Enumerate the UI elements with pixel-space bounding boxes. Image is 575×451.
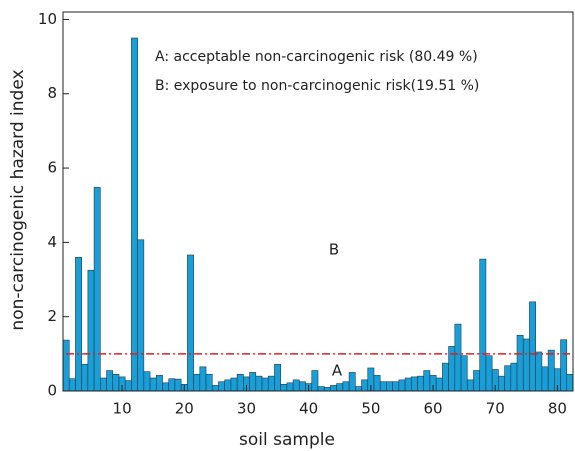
bar	[143, 371, 151, 392]
bar	[106, 370, 114, 392]
bar	[193, 373, 201, 392]
bar	[93, 187, 101, 392]
bar	[479, 258, 487, 392]
bar	[342, 381, 350, 392]
bar	[155, 375, 163, 392]
bar	[211, 385, 219, 392]
bar	[535, 351, 543, 392]
x-tick-label: 70	[486, 400, 505, 418]
bar	[112, 373, 120, 392]
bar	[435, 377, 443, 392]
bar	[460, 355, 468, 392]
bar	[199, 366, 207, 392]
bar	[230, 377, 238, 392]
bar	[124, 380, 132, 392]
x-tick-label: 10	[113, 400, 132, 418]
bar	[398, 379, 406, 392]
bar	[417, 375, 425, 392]
bar	[510, 362, 518, 392]
bar	[566, 373, 574, 392]
bar	[168, 378, 176, 392]
x-tick-label: 60	[424, 400, 443, 418]
bar	[280, 384, 288, 392]
bar	[274, 363, 281, 392]
bar	[249, 372, 257, 392]
bar	[386, 381, 393, 392]
bar	[137, 239, 145, 392]
bar	[187, 254, 194, 392]
x-tick-label: 20	[175, 400, 194, 418]
bar	[361, 379, 369, 392]
bar	[504, 365, 512, 392]
bar	[205, 373, 213, 392]
bar	[560, 339, 568, 392]
bar	[261, 377, 269, 392]
bar	[485, 355, 493, 392]
bar	[541, 366, 549, 392]
bar	[100, 377, 107, 392]
bar	[299, 381, 306, 392]
bar	[286, 382, 294, 392]
bar	[379, 381, 387, 392]
bar	[174, 378, 182, 392]
bar	[87, 269, 95, 392]
x-tick-label: 40	[299, 400, 318, 418]
bar	[336, 383, 344, 392]
bar	[218, 381, 226, 392]
bar	[75, 256, 82, 392]
y-tick-label: 0	[47, 382, 57, 400]
bar	[442, 362, 449, 392]
bar	[454, 323, 462, 392]
y-tick-label: 10	[38, 10, 57, 28]
bar	[267, 375, 275, 392]
annotation: B: exposure to non-carcinogenic risk(19.…	[155, 78, 479, 94]
bar	[547, 349, 555, 392]
y-tick-label: 6	[47, 159, 57, 177]
bar	[466, 379, 474, 392]
x-tick-label: 50	[361, 400, 380, 418]
bar	[473, 370, 481, 392]
bar	[255, 375, 263, 392]
annotation: A	[332, 362, 343, 380]
bar	[355, 386, 362, 392]
bar	[224, 379, 232, 392]
y-tick-label: 4	[47, 233, 57, 251]
bar	[323, 386, 331, 392]
bar	[404, 377, 412, 392]
x-axis-label: soil sample	[239, 430, 335, 450]
x-tick-label: 30	[237, 400, 256, 418]
bar	[62, 339, 70, 392]
annotation: A: acceptable non-carcinogenic risk (80.…	[155, 49, 478, 65]
bar	[522, 338, 530, 392]
bar	[162, 382, 170, 392]
y-axis-label: non-carcinogenic hazard index	[8, 69, 28, 330]
bar	[236, 373, 244, 392]
bar	[373, 375, 381, 392]
bar	[292, 379, 300, 392]
bar	[149, 377, 157, 392]
bar	[131, 37, 138, 392]
bar	[311, 370, 319, 392]
bar	[392, 381, 400, 392]
bar	[330, 385, 337, 392]
annotation: B	[329, 241, 339, 259]
bar	[529, 301, 536, 392]
bar	[498, 375, 505, 392]
bar	[317, 386, 325, 392]
y-tick-label: 2	[47, 307, 57, 325]
plot-frame	[62, 11, 574, 392]
bar	[348, 372, 356, 392]
y-tick-label: 8	[47, 84, 57, 102]
bar	[68, 378, 76, 392]
bar	[81, 363, 89, 392]
bar	[410, 376, 418, 392]
x-tick-label: 80	[548, 400, 567, 418]
bar	[423, 370, 431, 392]
bar	[516, 334, 524, 392]
